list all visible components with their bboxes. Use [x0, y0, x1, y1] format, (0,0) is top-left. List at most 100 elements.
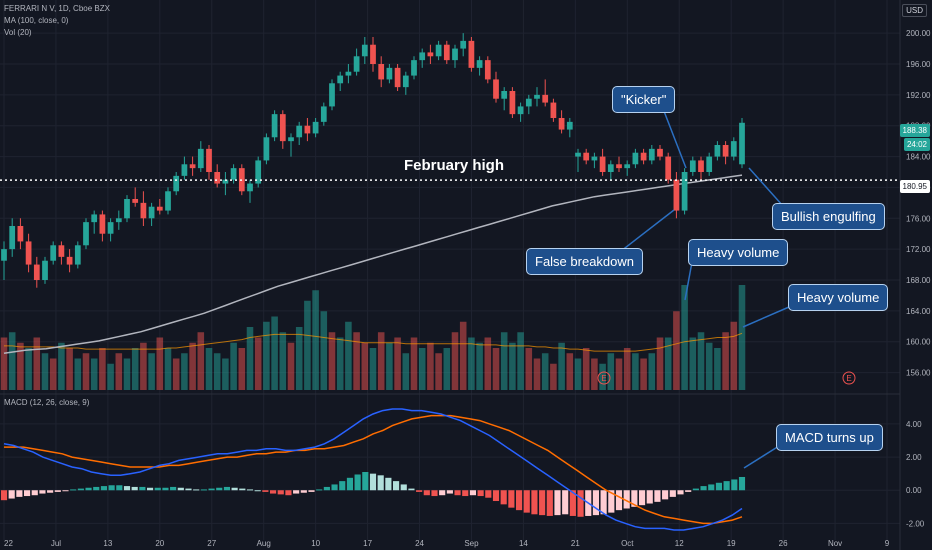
kicker-pointer — [661, 105, 687, 169]
volume-bar — [148, 353, 155, 390]
macd-histogram-bar — [408, 488, 415, 491]
currency-label[interactable]: USD — [902, 4, 927, 17]
macd-histogram-bar — [569, 490, 576, 516]
macd-histogram-bar — [715, 482, 723, 491]
volume-bar — [730, 321, 738, 390]
volume-bar — [33, 337, 41, 390]
macd-histogram-bar — [62, 490, 69, 492]
macd-histogram-bar — [377, 475, 384, 491]
macd-histogram-bar — [254, 490, 261, 492]
candle-body — [17, 226, 24, 242]
volume-bar — [271, 316, 278, 390]
time-axis[interactable]: 22 Jul 13 20 27 Aug 10 17 24 Sep 14 21 Oct 12 19 26 Nov 9 — [4, 539, 890, 548]
volume-bar — [361, 342, 369, 390]
earnings-marker[interactable]: E — [597, 371, 611, 385]
volume-bar — [599, 363, 606, 390]
macd-histogram-bar — [162, 487, 169, 491]
candle-body — [83, 222, 89, 246]
ma-legend[interactable]: MA (100, close, 0) — [4, 16, 69, 25]
macd-histogram-bar — [339, 481, 346, 491]
macd-histogram-bar — [31, 490, 38, 496]
time-tick-label: 22 — [4, 539, 13, 548]
macd-turns-up-pointer — [743, 445, 780, 469]
volume-bar — [722, 332, 729, 390]
volume-bar — [550, 363, 557, 390]
macd-histogram-bar — [592, 490, 600, 516]
macd-histogram-bar — [93, 486, 100, 491]
candle-body — [493, 79, 499, 99]
volume-bar — [574, 358, 582, 390]
macd-histogram-bar — [523, 490, 530, 513]
macd-histogram-bar — [200, 489, 207, 491]
macd-histogram-bar — [731, 479, 738, 491]
volume-bar — [58, 342, 65, 390]
volume-bar — [41, 353, 49, 390]
macd-tick-label: 0.00 — [906, 486, 922, 495]
candle-body — [599, 156, 606, 172]
macd-histogram-bar — [369, 473, 377, 491]
time-tick-label: 14 — [519, 539, 528, 548]
candle-body — [476, 60, 483, 68]
candle-body — [452, 48, 458, 61]
macd-histogram-bar — [285, 490, 292, 496]
volume-bar — [49, 358, 57, 390]
bullish-engulfing-callout: Bullish engulfing — [772, 203, 885, 230]
candle-body — [263, 137, 270, 161]
volume-bar — [476, 342, 483, 390]
price-tick-label: 196.00 — [906, 60, 931, 69]
ma-100-line — [3, 174, 743, 355]
macd-histogram-bar — [108, 485, 115, 491]
candle-body — [99, 214, 106, 234]
candle-body — [558, 118, 565, 130]
macd-histogram-bar — [623, 490, 630, 509]
candle-body — [689, 160, 696, 172]
candle-body — [501, 91, 508, 99]
macd-histogram-bar — [646, 490, 653, 504]
macd-tick-label: 4.00 — [906, 420, 922, 429]
candle-body — [722, 145, 729, 157]
macd-histogram-bar — [70, 489, 77, 491]
time-tick-label: Nov — [828, 539, 842, 548]
candle-body — [583, 152, 590, 161]
volume-bar — [541, 353, 549, 390]
volume-bar — [287, 342, 295, 390]
candle-body — [124, 199, 130, 219]
candle-body — [714, 145, 721, 157]
volume-bar — [558, 342, 565, 390]
macd-histogram-bar — [39, 490, 46, 494]
macd-histogram-bar — [431, 490, 438, 497]
volume-bar — [238, 348, 246, 390]
candle-body — [320, 106, 327, 122]
candle-body — [214, 172, 221, 184]
grid-lines — [0, 0, 900, 540]
candle-body — [370, 44, 376, 64]
volume-bar — [607, 353, 615, 390]
price-tick-label: 176.00 — [906, 214, 931, 223]
time-tick-label: 24 — [415, 539, 424, 548]
volume-bar — [123, 358, 131, 390]
volume-bar — [213, 353, 221, 390]
macd-histogram-bar — [546, 490, 553, 516]
candle-body — [730, 141, 737, 157]
macd-histogram-bar — [554, 490, 561, 516]
macd-legend[interactable]: MACD (12, 26, close, 9) — [4, 398, 90, 407]
candle-body — [222, 179, 229, 184]
macd-histogram-bar — [123, 486, 131, 491]
macd-histogram-bar — [185, 488, 192, 491]
macd-histogram-bar — [638, 490, 646, 506]
candle-body — [329, 83, 335, 107]
macd-histogram-bar — [139, 486, 146, 491]
symbol-legend[interactable]: FERRARI N V, 1D, Cboe BZX — [4, 4, 110, 13]
earnings-marker[interactable]: E — [842, 371, 856, 385]
volume-legend[interactable]: Vol (20) — [4, 28, 32, 37]
volume-bar — [99, 348, 106, 390]
macd-histogram-bar — [485, 490, 492, 498]
candle-body — [1, 249, 7, 261]
macd-tick-label: 2.00 — [906, 453, 922, 462]
bullish-engulfing-pointer — [748, 167, 784, 207]
macd-histogram-bar — [700, 486, 707, 491]
macd-axis[interactable]: -2.00 0.00 2.00 4.00 — [906, 420, 925, 529]
macd-histogram-bar — [316, 489, 323, 491]
candle-body — [271, 114, 278, 138]
